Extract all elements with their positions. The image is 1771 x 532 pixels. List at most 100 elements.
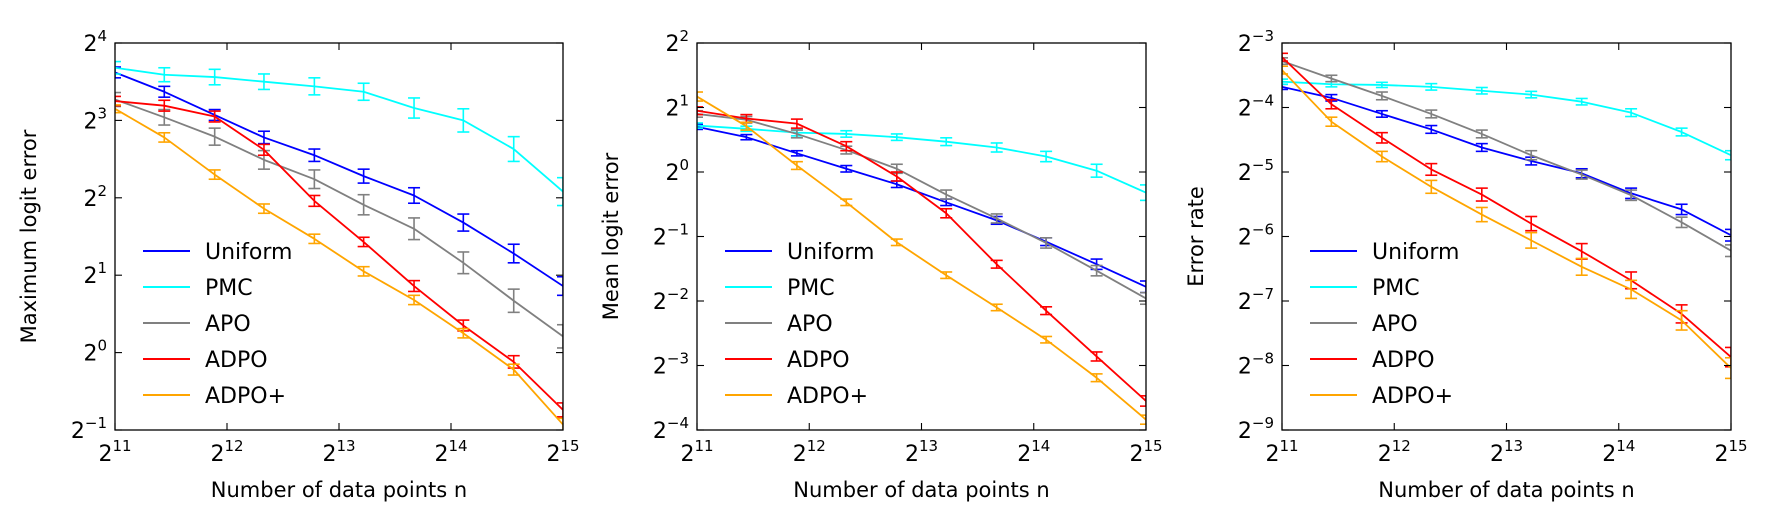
y-tick-label-base: 2 xyxy=(653,226,667,251)
series-line-pmc xyxy=(115,66,563,193)
error-bar-apo xyxy=(990,213,1003,224)
error-bar-apo xyxy=(1725,244,1731,258)
series-line-adpo xyxy=(697,109,1146,402)
error-bar-pmc xyxy=(1525,90,1538,99)
y-tick-label-exp: 3 xyxy=(97,104,107,122)
y-tick-label: 23 xyxy=(83,104,107,134)
y-tick-label: 24 xyxy=(83,27,107,57)
y-tick-label-exp: 1 xyxy=(679,92,689,110)
x-tick-label-base: 2 xyxy=(793,442,807,467)
x-tick-label: 213 xyxy=(905,437,938,467)
legend-item-pmc: PMC xyxy=(1310,276,1420,301)
legend-item-apo: APO xyxy=(1310,312,1418,337)
legend-item-adpo: ADPO+ xyxy=(725,384,868,409)
error-bar-uniform xyxy=(115,66,121,79)
chart-error-rate: 211 212 213 214 2152−92−82−72−62−52−42−3Numb… xyxy=(1184,27,1748,502)
error-bar-uniform xyxy=(1725,228,1731,242)
x-tick-label: 213 xyxy=(1490,437,1523,467)
y-tick-label-base: 2 xyxy=(1238,226,1252,251)
x-tick-label-exp: 11 xyxy=(112,437,131,455)
x-tick-label: 211 xyxy=(680,437,713,467)
series-adpo xyxy=(1282,65,1731,380)
error-bar-adpo xyxy=(1040,335,1053,344)
x-axis-title: Number of data points n xyxy=(211,478,467,502)
error-bar-adpo xyxy=(1040,306,1053,316)
x-axis-title: Number of data points n xyxy=(793,478,1049,502)
x-tick-label-exp: 15 xyxy=(1728,437,1747,455)
y-tick-label-exp: 0 xyxy=(679,156,689,174)
legend-label: PMC xyxy=(1372,276,1420,301)
x-tick-label: 212 xyxy=(210,437,243,467)
y-tick-label: 21 xyxy=(83,259,107,289)
y-tick-label: 2−5 xyxy=(1238,156,1274,186)
x-tick-label: 215 xyxy=(1129,437,1162,467)
x-axis-title: Number of data points n xyxy=(1378,478,1634,502)
y-tick-label: 2−9 xyxy=(1238,414,1274,444)
legend: Uniform PMC APO ADPO ADPO+ xyxy=(725,240,874,409)
error-bar-uniform xyxy=(740,133,753,141)
error-bar-pmc xyxy=(1575,97,1588,106)
error-bar-pmc xyxy=(1425,82,1438,91)
error-bar-adpo xyxy=(1525,231,1538,249)
error-bar-adpo xyxy=(1525,215,1538,232)
legend-label: APO xyxy=(1372,312,1418,337)
error-bar-apo xyxy=(408,217,421,241)
error-bar-pmc xyxy=(1675,127,1688,137)
error-bar-adpo xyxy=(1140,395,1146,407)
y-tick-label-exp: 2 xyxy=(679,27,689,45)
series-uniform xyxy=(697,123,1146,294)
x-tick-label-base: 2 xyxy=(210,442,224,467)
error-bar-adpo xyxy=(408,279,421,293)
error-bar-uniform xyxy=(1425,124,1438,135)
error-bar-pmc xyxy=(697,122,703,129)
error-bar-adpo xyxy=(357,265,370,277)
legend-label: ADPO xyxy=(205,348,268,373)
error-bar-adpo xyxy=(1475,206,1488,223)
legend-label: ADPO+ xyxy=(205,384,286,409)
error-bar-adpo xyxy=(208,110,221,123)
error-bar-adpo xyxy=(457,327,470,339)
error-bar-adpo xyxy=(790,118,803,129)
y-tick-label-base: 2 xyxy=(1238,161,1252,186)
x-tick-label-exp: 14 xyxy=(448,437,467,455)
y-tick-label-base: 2 xyxy=(665,32,679,57)
x-tick-label-exp: 14 xyxy=(1616,437,1635,455)
error-bar-apo xyxy=(308,169,321,190)
x-tick-label-exp: 12 xyxy=(807,437,826,455)
x-tick-label-exp: 15 xyxy=(1143,437,1162,455)
error-bar-adpo xyxy=(1425,162,1438,177)
error-bar-apo xyxy=(1090,264,1103,277)
y-tick-label-base: 2 xyxy=(653,290,667,315)
legend-item-uniform: Uniform xyxy=(725,240,874,265)
error-bar-apo xyxy=(1475,129,1488,139)
error-bar-apo xyxy=(1040,236,1053,249)
axes-frame xyxy=(1281,42,1732,431)
error-bar-pmc xyxy=(1475,86,1488,95)
y-tick-label-exp: −4 xyxy=(667,414,689,432)
y-tick-label-base: 2 xyxy=(1238,290,1252,315)
chart-mean-logit-error: 211 212 213 214 2152−42−32−22−1202122Number … xyxy=(599,27,1163,502)
x-tick-label: 212 xyxy=(1378,437,1411,467)
series-line-adpo xyxy=(115,108,563,426)
x-tick-label-base: 2 xyxy=(434,442,448,467)
error-bar-adpo xyxy=(208,169,221,181)
error-bar-adpo xyxy=(1725,356,1731,380)
y-tick-label-base: 2 xyxy=(83,187,97,212)
error-bar-apo xyxy=(1282,57,1288,66)
error-bar-pmc xyxy=(457,107,470,133)
legend-label: ADPO+ xyxy=(1372,384,1453,409)
legend-item-adpo: ADPO xyxy=(143,348,268,373)
error-bar-adpo xyxy=(990,303,1003,312)
series-line-uniform xyxy=(115,71,563,287)
error-bar-apo xyxy=(790,129,803,139)
error-bar-apo xyxy=(208,127,221,146)
x-tick-label-base: 2 xyxy=(1378,442,1392,467)
legend-label: ADPO xyxy=(787,348,850,373)
y-tick-label: 2−3 xyxy=(653,350,689,380)
error-bar-apo xyxy=(1575,169,1588,180)
x-tick-label: 213 xyxy=(322,437,355,467)
x-tick-label-base: 2 xyxy=(1714,442,1728,467)
y-tick-label: 2−8 xyxy=(1238,350,1274,380)
series-line-adpo xyxy=(1282,69,1731,369)
legend-item-adpo: ADPO xyxy=(1310,348,1435,373)
